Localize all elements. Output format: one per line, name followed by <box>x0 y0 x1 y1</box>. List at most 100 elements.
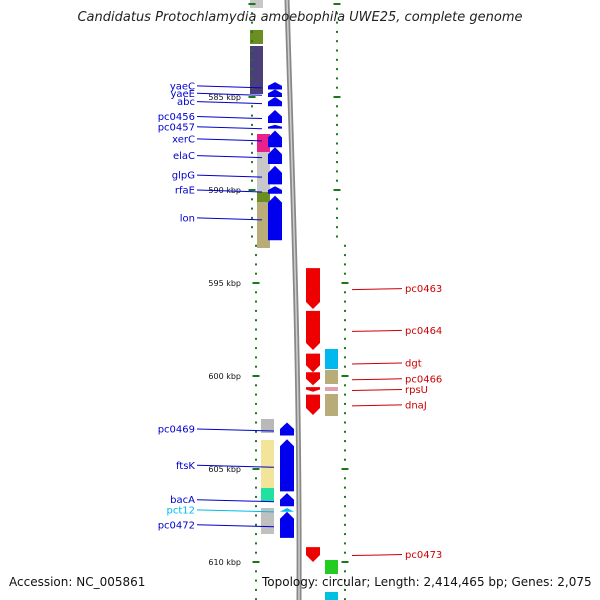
tick-mark <box>344 458 346 461</box>
gene-label[interactable]: pc0456 <box>158 112 195 123</box>
tick-mark <box>333 189 341 191</box>
gene-leader-line <box>196 524 275 528</box>
category-block <box>257 202 270 248</box>
gene-arrow[interactable] <box>268 195 282 241</box>
tick-mark <box>251 170 253 173</box>
gene-arrow[interactable] <box>306 547 320 562</box>
tick-mark <box>255 319 257 322</box>
gene-arrow[interactable] <box>268 165 282 185</box>
gene-arrow[interactable] <box>280 439 294 492</box>
gene-label[interactable]: pc0466 <box>405 374 442 385</box>
tick-mark <box>336 77 338 80</box>
rna-gene[interactable] <box>280 508 294 512</box>
category-block <box>257 152 270 192</box>
tick-mark <box>344 421 346 424</box>
category-block <box>325 394 338 416</box>
category-block <box>261 488 274 502</box>
gene-arrow[interactable] <box>268 110 282 124</box>
gene-label[interactable]: pc0464 <box>405 326 442 337</box>
tick-mark <box>255 347 257 350</box>
gene-arrow[interactable] <box>280 493 294 507</box>
gene-label[interactable]: rfaE <box>175 186 195 197</box>
gene-label[interactable]: elaC <box>173 151 195 162</box>
genome-backbone-highlight <box>286 0 300 600</box>
gene-label[interactable]: ftsK <box>176 461 195 472</box>
tick-mark <box>336 30 338 33</box>
tick-mark <box>251 216 253 219</box>
gene-label[interactable]: pc0463 <box>405 284 442 295</box>
gene-leader-line <box>196 509 275 513</box>
tick-mark <box>336 226 338 229</box>
gene-label[interactable]: pc0457 <box>158 122 195 133</box>
tick-mark <box>251 21 253 24</box>
gene-label[interactable]: pct12 <box>167 505 196 516</box>
gene-label[interactable]: xerC <box>172 134 195 145</box>
category-block <box>325 370 338 384</box>
gene-label[interactable]: yaeC <box>170 81 195 92</box>
tick-mark <box>336 123 338 126</box>
gene-label[interactable]: pc0473 <box>405 550 442 561</box>
gene-arrow[interactable] <box>306 387 320 392</box>
tick-mark <box>336 207 338 210</box>
gene-leader-line <box>196 138 263 142</box>
tick-mark <box>255 598 257 600</box>
gene-label[interactable]: glpG <box>172 171 195 182</box>
gene-label[interactable]: pc0472 <box>158 520 195 531</box>
tick-mark <box>255 570 257 573</box>
gene-leader-line <box>196 85 263 89</box>
gene-arrow[interactable] <box>306 372 320 386</box>
gene-arrow[interactable] <box>268 124 282 129</box>
gene-arrow[interactable] <box>268 82 282 90</box>
gene-arrow[interactable] <box>280 422 294 436</box>
tick-mark <box>344 588 346 591</box>
gene-leader-line <box>351 378 403 381</box>
tick-mark <box>336 21 338 24</box>
gene-label[interactable]: yaeE <box>170 89 195 100</box>
tick-mark <box>251 105 253 108</box>
tick-mark <box>251 226 253 229</box>
tick-mark <box>255 412 257 415</box>
tick-mark <box>252 561 260 563</box>
gene-arrow[interactable] <box>268 89 282 97</box>
gene-arrow[interactable] <box>280 511 294 538</box>
tick-mark <box>251 207 253 210</box>
tick-mark <box>255 588 257 591</box>
gene-label[interactable]: abc <box>177 97 195 108</box>
gene-label[interactable]: rpsU <box>405 385 428 396</box>
tick-mark <box>255 495 257 498</box>
tick-mark <box>336 68 338 71</box>
scale-label: 605 kbp <box>208 465 241 474</box>
gene-label[interactable]: dnaJ <box>405 400 427 411</box>
gene-label[interactable]: bacA <box>170 495 195 506</box>
gene-label[interactable]: dgt <box>405 358 422 369</box>
gene-arrow[interactable] <box>268 130 282 148</box>
gene-arrow[interactable] <box>268 97 282 107</box>
gene-arrow[interactable] <box>306 268 320 310</box>
tick-mark <box>341 375 349 377</box>
gene-arrow[interactable] <box>306 394 320 416</box>
gene-label[interactable]: pc0469 <box>158 425 195 436</box>
tick-mark <box>248 96 256 98</box>
gene-label[interactable]: lon <box>180 213 195 224</box>
gene-arrow[interactable] <box>268 186 282 194</box>
tick-mark <box>255 393 257 396</box>
tick-mark <box>336 49 338 52</box>
gene-arrow[interactable] <box>306 353 320 373</box>
tick-mark <box>251 142 253 145</box>
tick-mark <box>251 40 253 43</box>
tick-mark <box>344 309 346 312</box>
tick-mark <box>336 142 338 145</box>
tick-mark <box>255 402 257 405</box>
tick-mark <box>344 365 346 368</box>
tick-mark <box>341 561 349 563</box>
gene-arrow[interactable] <box>268 147 282 164</box>
scale-label: 610 kbp <box>208 558 241 567</box>
category-block <box>257 192 270 202</box>
tick-mark <box>255 551 257 554</box>
tick-mark <box>344 523 346 526</box>
gene-arrow[interactable] <box>306 310 320 350</box>
